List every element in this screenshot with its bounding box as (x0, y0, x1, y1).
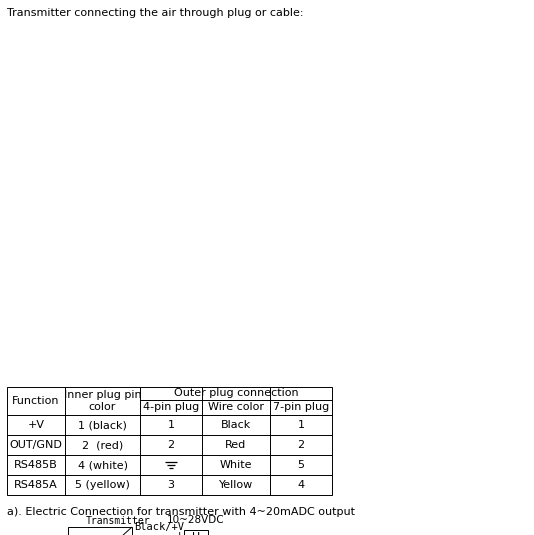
Text: 2: 2 (297, 440, 304, 450)
Bar (184, 530, 208, 535)
Text: Yellow: Yellow (219, 480, 253, 490)
Text: Transmitter connecting the air through plug or cable:: Transmitter connecting the air through p… (7, 8, 303, 18)
Text: -: - (211, 531, 215, 535)
Text: RS485A: RS485A (14, 480, 58, 490)
Bar (68, 527, 132, 535)
Text: 10~28VDC: 10~28VDC (167, 515, 225, 525)
Text: 7-pin plug: 7-pin plug (273, 402, 329, 412)
Text: 5: 5 (297, 460, 304, 470)
Text: 1 (black): 1 (black) (78, 420, 127, 430)
Text: OUT/GND: OUT/GND (10, 440, 62, 450)
Text: Wire color: Wire color (208, 402, 264, 412)
Text: 2: 2 (168, 440, 175, 450)
Text: U: U (192, 532, 200, 535)
Text: Function: Function (12, 396, 60, 406)
Text: 4: 4 (297, 480, 304, 490)
Text: a). Electric Connection for transmitter with 4~20mADC output: a). Electric Connection for transmitter … (7, 507, 355, 517)
Text: Black/+V: Black/+V (134, 522, 184, 532)
Text: 1: 1 (297, 420, 304, 430)
Text: White: White (220, 460, 252, 470)
Text: Red: Red (225, 440, 247, 450)
Bar (7, 387, 332, 495)
Text: Outer plug connection: Outer plug connection (174, 388, 299, 399)
Text: Transmitter: Transmitter (86, 516, 151, 526)
Text: Inner plug pin
color: Inner plug pin color (64, 390, 142, 412)
Text: 4-pin plug: 4-pin plug (143, 402, 199, 412)
Text: 4 (white): 4 (white) (77, 460, 128, 470)
Text: +: + (174, 531, 184, 535)
Text: 5 (yellow): 5 (yellow) (75, 480, 130, 490)
Text: 1: 1 (168, 420, 175, 430)
Text: 3: 3 (168, 480, 175, 490)
Text: +V: +V (27, 420, 44, 430)
Text: RS485B: RS485B (14, 460, 58, 470)
Text: 2  (red): 2 (red) (82, 440, 123, 450)
Text: Black: Black (221, 420, 251, 430)
